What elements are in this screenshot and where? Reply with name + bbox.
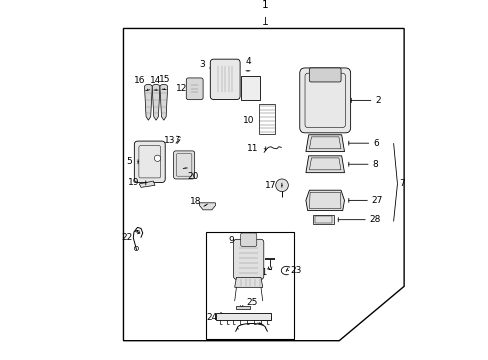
Text: 13: 13 [163,136,175,145]
Bar [235,306,249,309]
Text: 23: 23 [289,266,301,275]
Text: 24: 24 [206,314,217,323]
Text: 26: 26 [261,314,272,323]
Text: 15: 15 [159,75,170,84]
Text: 20: 20 [187,172,199,181]
FancyBboxPatch shape [173,151,194,179]
Polygon shape [152,84,160,120]
Text: 27: 27 [371,196,382,205]
Text: 10: 10 [243,116,254,125]
Polygon shape [160,84,167,120]
FancyBboxPatch shape [240,233,256,246]
Text: 6: 6 [372,139,378,148]
Text: 18: 18 [190,197,201,206]
Bar [314,216,331,223]
Text: 21: 21 [256,269,267,278]
Text: 2: 2 [374,96,380,105]
Circle shape [154,155,161,161]
FancyBboxPatch shape [134,141,165,183]
Bar [241,76,260,100]
Text: 16: 16 [134,76,145,85]
Text: 7: 7 [398,179,404,188]
Bar [216,313,270,320]
Polygon shape [305,135,344,152]
Polygon shape [139,181,155,188]
Bar [312,215,333,224]
Text: 11: 11 [246,144,258,153]
Bar [205,232,293,339]
Polygon shape [305,190,344,211]
Text: 14: 14 [150,76,162,85]
Text: 22: 22 [122,233,133,242]
Bar [258,104,275,134]
Text: 3: 3 [199,60,205,69]
Text: 4: 4 [244,57,250,66]
Text: 19: 19 [127,178,139,187]
Polygon shape [144,84,152,120]
FancyBboxPatch shape [210,59,240,99]
Text: 1: 1 [262,0,268,10]
Circle shape [275,179,288,192]
Text: 8: 8 [371,160,377,169]
Text: 25: 25 [245,298,257,307]
Polygon shape [199,203,215,210]
Text: 17: 17 [264,181,276,190]
FancyBboxPatch shape [233,239,263,279]
Polygon shape [234,278,262,287]
Polygon shape [305,156,344,173]
Text: 5: 5 [125,157,131,166]
Text: 9: 9 [227,235,233,244]
Polygon shape [123,28,403,341]
FancyBboxPatch shape [299,68,350,133]
FancyBboxPatch shape [309,68,340,82]
Text: 12: 12 [175,84,186,93]
Text: 28: 28 [368,215,380,224]
FancyBboxPatch shape [186,78,203,100]
